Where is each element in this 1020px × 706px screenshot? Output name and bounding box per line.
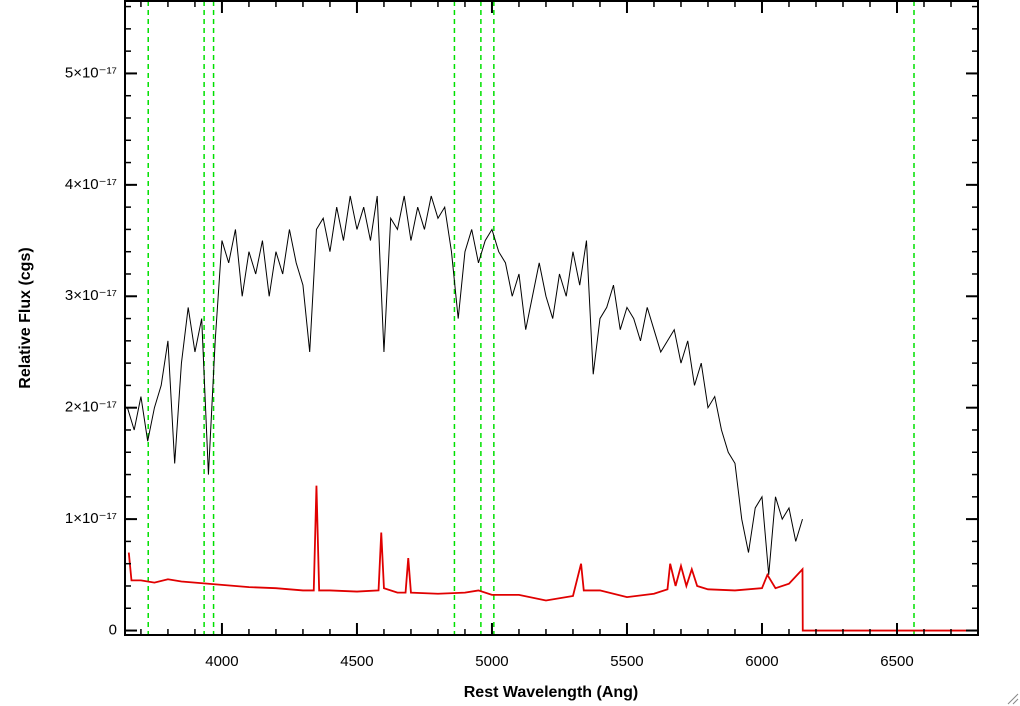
resize-grip [1007,693,1019,705]
y-tick-label: 5×10⁻¹⁷ [65,64,117,81]
spectrum-line [126,195,803,575]
y-tick-label: 3×10⁻¹⁷ [65,287,117,304]
x-tick-label: 4500 [340,653,373,670]
y-axis-label: Relative Flux (cgs) [17,247,34,388]
y-tick-label: 2×10⁻¹⁷ [65,399,117,416]
y-tick-label: 4×10⁻¹⁷ [65,176,117,193]
y-tick-label: 0 [109,622,117,639]
spectrum-line [127,485,978,632]
x-tick-label: 5500 [610,653,643,670]
x-tick-label: 6500 [880,653,913,670]
x-axis-label: Rest Wavelength (Ang) [464,684,639,701]
x-tick-label: 4000 [205,653,238,670]
x-tick-label: 6000 [745,653,778,670]
x-tick-label: 5000 [475,653,508,670]
y-tick-label: 1×10⁻¹⁷ [65,510,117,527]
